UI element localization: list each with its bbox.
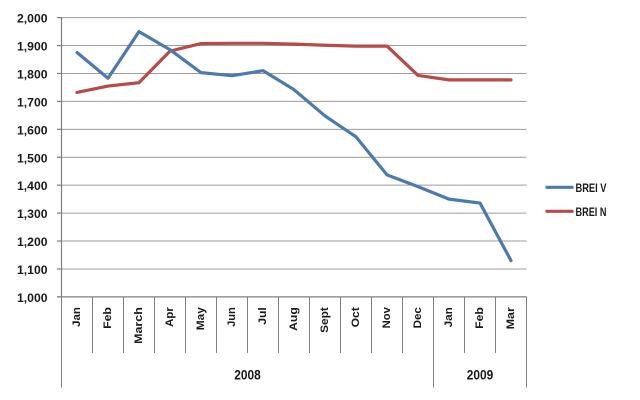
svg-text:Dec: Dec — [412, 307, 424, 328]
svg-text:May: May — [195, 306, 207, 330]
svg-text:1,100: 1,100 — [17, 264, 48, 277]
svg-text:Nov: Nov — [381, 306, 393, 328]
svg-text:1,800: 1,800 — [17, 68, 48, 81]
svg-text:1,700: 1,700 — [17, 96, 48, 109]
svg-text:1,600: 1,600 — [17, 124, 48, 137]
svg-text:March: March — [133, 307, 145, 344]
svg-text:2008: 2008 — [234, 368, 261, 384]
svg-text:Feb: Feb — [474, 307, 486, 329]
svg-text:BREI N: BREI N — [576, 205, 607, 219]
svg-text:Jan: Jan — [443, 307, 455, 327]
svg-text:Jul: Jul — [257, 307, 269, 325]
svg-text:Apr: Apr — [164, 307, 176, 327]
svg-text:2,000: 2,000 — [17, 13, 48, 26]
svg-text:Jun: Jun — [226, 307, 238, 327]
svg-text:1,500: 1,500 — [17, 152, 48, 165]
svg-text:1,400: 1,400 — [17, 180, 48, 193]
svg-text:BREI V: BREI V — [576, 181, 607, 195]
svg-text:Aug: Aug — [288, 307, 300, 331]
svg-text:1,900: 1,900 — [17, 41, 48, 54]
svg-text:2009: 2009 — [467, 368, 494, 384]
svg-text:Feb: Feb — [102, 307, 114, 329]
svg-text:Oct: Oct — [350, 307, 362, 327]
svg-text:Sept: Sept — [319, 307, 331, 333]
svg-text:1,000: 1,000 — [17, 292, 48, 305]
svg-text:Jan: Jan — [71, 307, 83, 327]
svg-text:1,300: 1,300 — [17, 208, 48, 221]
svg-text:1,200: 1,200 — [17, 236, 48, 249]
svg-text:Mar: Mar — [505, 306, 517, 329]
